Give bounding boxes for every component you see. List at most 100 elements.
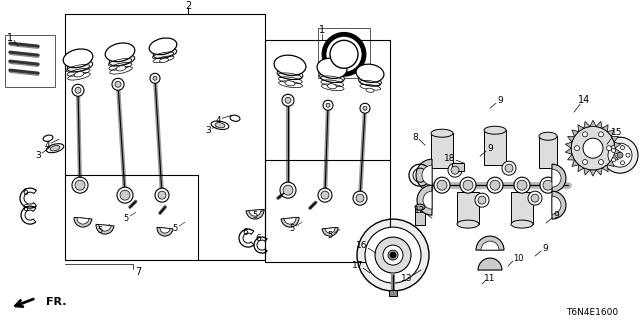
Circle shape <box>517 180 527 190</box>
Circle shape <box>356 194 364 202</box>
Polygon shape <box>578 125 584 132</box>
Text: 18: 18 <box>444 154 456 163</box>
Polygon shape <box>572 160 579 166</box>
Circle shape <box>598 160 604 164</box>
Text: 7: 7 <box>135 267 141 277</box>
Ellipse shape <box>317 58 347 78</box>
Circle shape <box>357 219 429 291</box>
Wedge shape <box>246 209 264 219</box>
Polygon shape <box>565 148 572 154</box>
Circle shape <box>321 191 329 199</box>
Wedge shape <box>74 217 92 227</box>
Wedge shape <box>552 191 566 219</box>
Ellipse shape <box>319 72 344 83</box>
Circle shape <box>543 180 553 190</box>
Circle shape <box>283 185 293 195</box>
Circle shape <box>388 250 398 260</box>
Circle shape <box>437 180 447 190</box>
Circle shape <box>583 138 603 158</box>
Text: 5: 5 <box>172 224 178 233</box>
Polygon shape <box>611 136 618 142</box>
Text: 5: 5 <box>124 214 129 223</box>
Text: 5: 5 <box>252 211 258 220</box>
Circle shape <box>487 177 503 193</box>
Bar <box>415 207 425 225</box>
Circle shape <box>360 103 370 113</box>
Wedge shape <box>552 196 561 214</box>
Wedge shape <box>160 228 170 233</box>
Circle shape <box>540 177 556 193</box>
Circle shape <box>514 177 530 193</box>
Circle shape <box>478 196 486 204</box>
Ellipse shape <box>109 55 135 66</box>
Circle shape <box>112 78 124 90</box>
Circle shape <box>612 148 616 153</box>
Wedge shape <box>417 185 432 215</box>
Ellipse shape <box>539 132 557 140</box>
Circle shape <box>72 84 84 96</box>
Text: 1: 1 <box>319 25 325 35</box>
Circle shape <box>490 180 500 190</box>
Wedge shape <box>157 228 173 236</box>
Ellipse shape <box>328 84 337 89</box>
Polygon shape <box>584 168 590 175</box>
Wedge shape <box>423 191 432 209</box>
Circle shape <box>155 188 169 202</box>
Text: 1: 1 <box>7 33 13 43</box>
Circle shape <box>612 158 616 162</box>
Circle shape <box>434 177 450 193</box>
Text: 4: 4 <box>44 141 50 150</box>
Ellipse shape <box>511 220 533 228</box>
Ellipse shape <box>63 49 93 68</box>
Circle shape <box>318 188 332 202</box>
Circle shape <box>282 94 294 106</box>
Polygon shape <box>590 170 596 176</box>
Wedge shape <box>99 225 111 231</box>
Circle shape <box>598 132 604 137</box>
Text: T6N4E1600: T6N4E1600 <box>566 308 618 316</box>
Polygon shape <box>602 125 608 132</box>
Circle shape <box>150 73 160 83</box>
Polygon shape <box>596 168 602 175</box>
Polygon shape <box>568 136 575 142</box>
Ellipse shape <box>159 58 168 62</box>
Wedge shape <box>476 236 504 250</box>
Text: 6: 6 <box>242 228 248 236</box>
Circle shape <box>326 103 330 107</box>
Polygon shape <box>602 165 608 172</box>
Wedge shape <box>322 228 338 236</box>
Circle shape <box>72 177 88 193</box>
Circle shape <box>575 146 579 151</box>
Text: 6: 6 <box>255 234 261 243</box>
Circle shape <box>158 191 166 199</box>
Wedge shape <box>77 218 89 224</box>
Ellipse shape <box>211 121 229 130</box>
Text: 15: 15 <box>611 128 623 137</box>
Text: 9: 9 <box>487 144 493 153</box>
Wedge shape <box>552 169 561 187</box>
Polygon shape <box>578 165 584 172</box>
Ellipse shape <box>50 146 60 151</box>
Ellipse shape <box>277 69 303 80</box>
Bar <box>318 28 370 78</box>
Ellipse shape <box>366 88 374 92</box>
Text: 6: 6 <box>22 204 28 212</box>
Circle shape <box>330 40 358 68</box>
Circle shape <box>502 161 516 175</box>
Ellipse shape <box>116 66 126 71</box>
Text: 5: 5 <box>289 224 294 233</box>
Text: 14: 14 <box>578 95 590 105</box>
Circle shape <box>375 237 411 273</box>
Wedge shape <box>481 241 499 250</box>
Text: 6: 6 <box>22 188 28 197</box>
Polygon shape <box>607 130 614 136</box>
Circle shape <box>582 160 588 164</box>
Circle shape <box>75 180 85 190</box>
Text: 13: 13 <box>401 274 413 283</box>
Text: 4: 4 <box>215 116 221 125</box>
Ellipse shape <box>274 55 306 76</box>
Polygon shape <box>584 121 590 128</box>
Text: 5: 5 <box>328 231 333 240</box>
Circle shape <box>620 161 625 165</box>
Ellipse shape <box>105 43 135 62</box>
